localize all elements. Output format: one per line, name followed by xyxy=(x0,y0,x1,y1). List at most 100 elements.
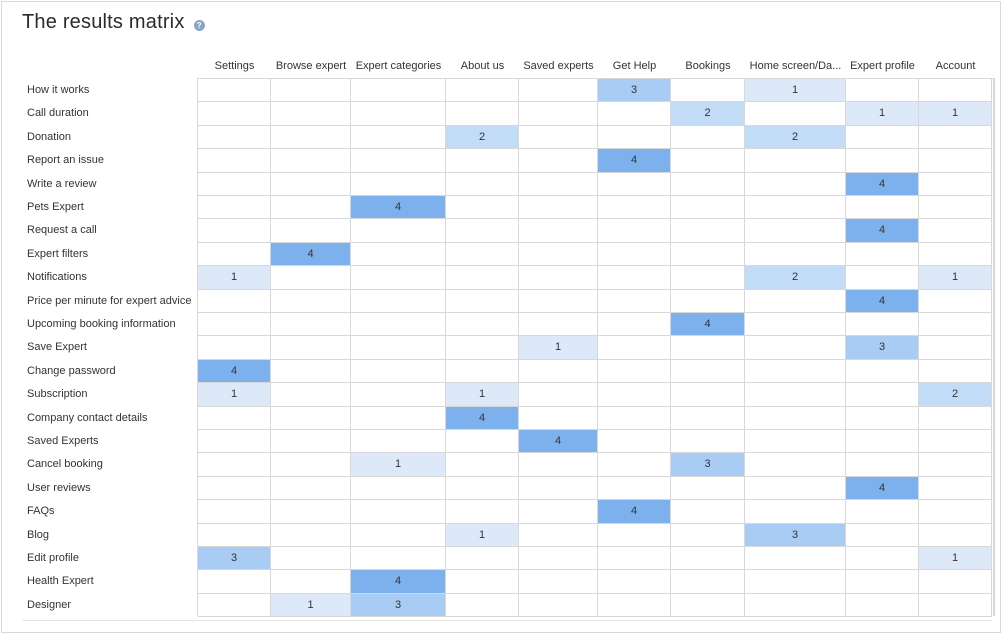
matrix-cell[interactable] xyxy=(351,336,446,360)
matrix-cell[interactable] xyxy=(671,266,745,290)
matrix-cell[interactable] xyxy=(671,336,745,360)
matrix-cell[interactable] xyxy=(271,453,351,477)
matrix-cell[interactable]: 1 xyxy=(519,336,598,360)
matrix-cell[interactable] xyxy=(745,173,846,196)
matrix-cell[interactable] xyxy=(519,243,598,266)
matrix-cell[interactable] xyxy=(351,126,446,149)
matrix-cell[interactable] xyxy=(198,524,271,547)
matrix-cell[interactable] xyxy=(919,290,992,313)
matrix-cell[interactable] xyxy=(598,219,671,243)
matrix-cell[interactable] xyxy=(519,570,598,594)
matrix-cell[interactable] xyxy=(919,313,992,336)
matrix-cell[interactable] xyxy=(846,243,919,266)
matrix-cell[interactable] xyxy=(519,360,598,383)
matrix-cell[interactable] xyxy=(271,336,351,360)
matrix-cell[interactable]: 1 xyxy=(271,594,351,617)
matrix-cell[interactable]: 2 xyxy=(919,383,992,407)
matrix-cell[interactable] xyxy=(598,524,671,547)
matrix-cell[interactable] xyxy=(846,430,919,453)
matrix-cell[interactable]: 1 xyxy=(919,266,992,290)
matrix-cell[interactable] xyxy=(846,524,919,547)
matrix-cell[interactable] xyxy=(271,290,351,313)
matrix-cell[interactable] xyxy=(351,430,446,453)
matrix-cell[interactable] xyxy=(198,102,271,126)
matrix-cell[interactable]: 1 xyxy=(919,102,992,126)
matrix-cell[interactable] xyxy=(519,266,598,290)
matrix-cell[interactable] xyxy=(271,102,351,126)
matrix-cell[interactable] xyxy=(846,196,919,219)
matrix-cell[interactable] xyxy=(198,453,271,477)
matrix-cell[interactable] xyxy=(598,173,671,196)
matrix-cell[interactable] xyxy=(598,547,671,570)
matrix-cell[interactable]: 4 xyxy=(846,477,919,500)
matrix-cell[interactable] xyxy=(846,547,919,570)
matrix-cell[interactable] xyxy=(198,79,271,102)
matrix-cell[interactable] xyxy=(745,594,846,617)
matrix-cell[interactable] xyxy=(446,196,519,219)
matrix-cell[interactable] xyxy=(446,173,519,196)
matrix-cell[interactable] xyxy=(519,79,598,102)
matrix-cell[interactable] xyxy=(671,173,745,196)
matrix-cell[interactable] xyxy=(446,336,519,360)
matrix-cell[interactable] xyxy=(271,79,351,102)
matrix-cell[interactable] xyxy=(745,383,846,407)
matrix-cell[interactable] xyxy=(271,500,351,524)
matrix-cell[interactable] xyxy=(919,570,992,594)
matrix-cell[interactable] xyxy=(351,547,446,570)
matrix-cell[interactable] xyxy=(671,570,745,594)
matrix-cell[interactable] xyxy=(745,477,846,500)
matrix-cell[interactable] xyxy=(745,290,846,313)
matrix-cell[interactable] xyxy=(745,313,846,336)
matrix-cell[interactable] xyxy=(519,500,598,524)
matrix-cell[interactable]: 3 xyxy=(671,453,745,477)
matrix-cell[interactable]: 1 xyxy=(198,383,271,407)
matrix-cell[interactable] xyxy=(745,360,846,383)
matrix-cell[interactable] xyxy=(271,173,351,196)
matrix-cell[interactable] xyxy=(351,290,446,313)
matrix-cell[interactable] xyxy=(271,407,351,430)
matrix-cell[interactable] xyxy=(446,243,519,266)
matrix-cell[interactable] xyxy=(846,570,919,594)
matrix-cell[interactable] xyxy=(598,360,671,383)
matrix-cell[interactable] xyxy=(919,430,992,453)
matrix-cell[interactable] xyxy=(846,453,919,477)
matrix-cell[interactable]: 3 xyxy=(351,594,446,617)
matrix-cell[interactable] xyxy=(351,266,446,290)
matrix-cell[interactable] xyxy=(598,102,671,126)
matrix-cell[interactable] xyxy=(745,102,846,126)
matrix-cell[interactable] xyxy=(446,453,519,477)
matrix-cell[interactable]: 4 xyxy=(846,290,919,313)
matrix-cell[interactable] xyxy=(519,196,598,219)
matrix-cell[interactable] xyxy=(846,383,919,407)
matrix-cell[interactable] xyxy=(351,313,446,336)
matrix-cell[interactable] xyxy=(351,219,446,243)
matrix-cell[interactable] xyxy=(919,407,992,430)
matrix-cell[interactable] xyxy=(351,149,446,173)
matrix-cell[interactable] xyxy=(846,266,919,290)
matrix-cell[interactable]: 4 xyxy=(351,570,446,594)
matrix-cell[interactable] xyxy=(198,126,271,149)
matrix-cell[interactable] xyxy=(519,547,598,570)
matrix-cell[interactable] xyxy=(519,313,598,336)
matrix-cell[interactable] xyxy=(919,360,992,383)
matrix-cell[interactable] xyxy=(446,547,519,570)
matrix-cell[interactable] xyxy=(919,243,992,266)
matrix-cell[interactable] xyxy=(598,407,671,430)
matrix-cell[interactable] xyxy=(446,149,519,173)
matrix-cell[interactable] xyxy=(198,477,271,500)
matrix-cell[interactable] xyxy=(446,79,519,102)
matrix-cell[interactable] xyxy=(446,477,519,500)
matrix-cell[interactable] xyxy=(271,430,351,453)
matrix-cell[interactable]: 1 xyxy=(446,524,519,547)
matrix-cell[interactable] xyxy=(598,477,671,500)
matrix-cell[interactable] xyxy=(846,149,919,173)
matrix-cell[interactable] xyxy=(598,196,671,219)
matrix-cell[interactable]: 4 xyxy=(519,430,598,453)
question-icon[interactable]: ? xyxy=(193,20,205,31)
matrix-cell[interactable] xyxy=(598,594,671,617)
matrix-cell[interactable] xyxy=(198,407,271,430)
matrix-cell[interactable] xyxy=(671,149,745,173)
matrix-cell[interactable] xyxy=(919,126,992,149)
matrix-cell[interactable] xyxy=(519,219,598,243)
matrix-cell[interactable] xyxy=(671,196,745,219)
